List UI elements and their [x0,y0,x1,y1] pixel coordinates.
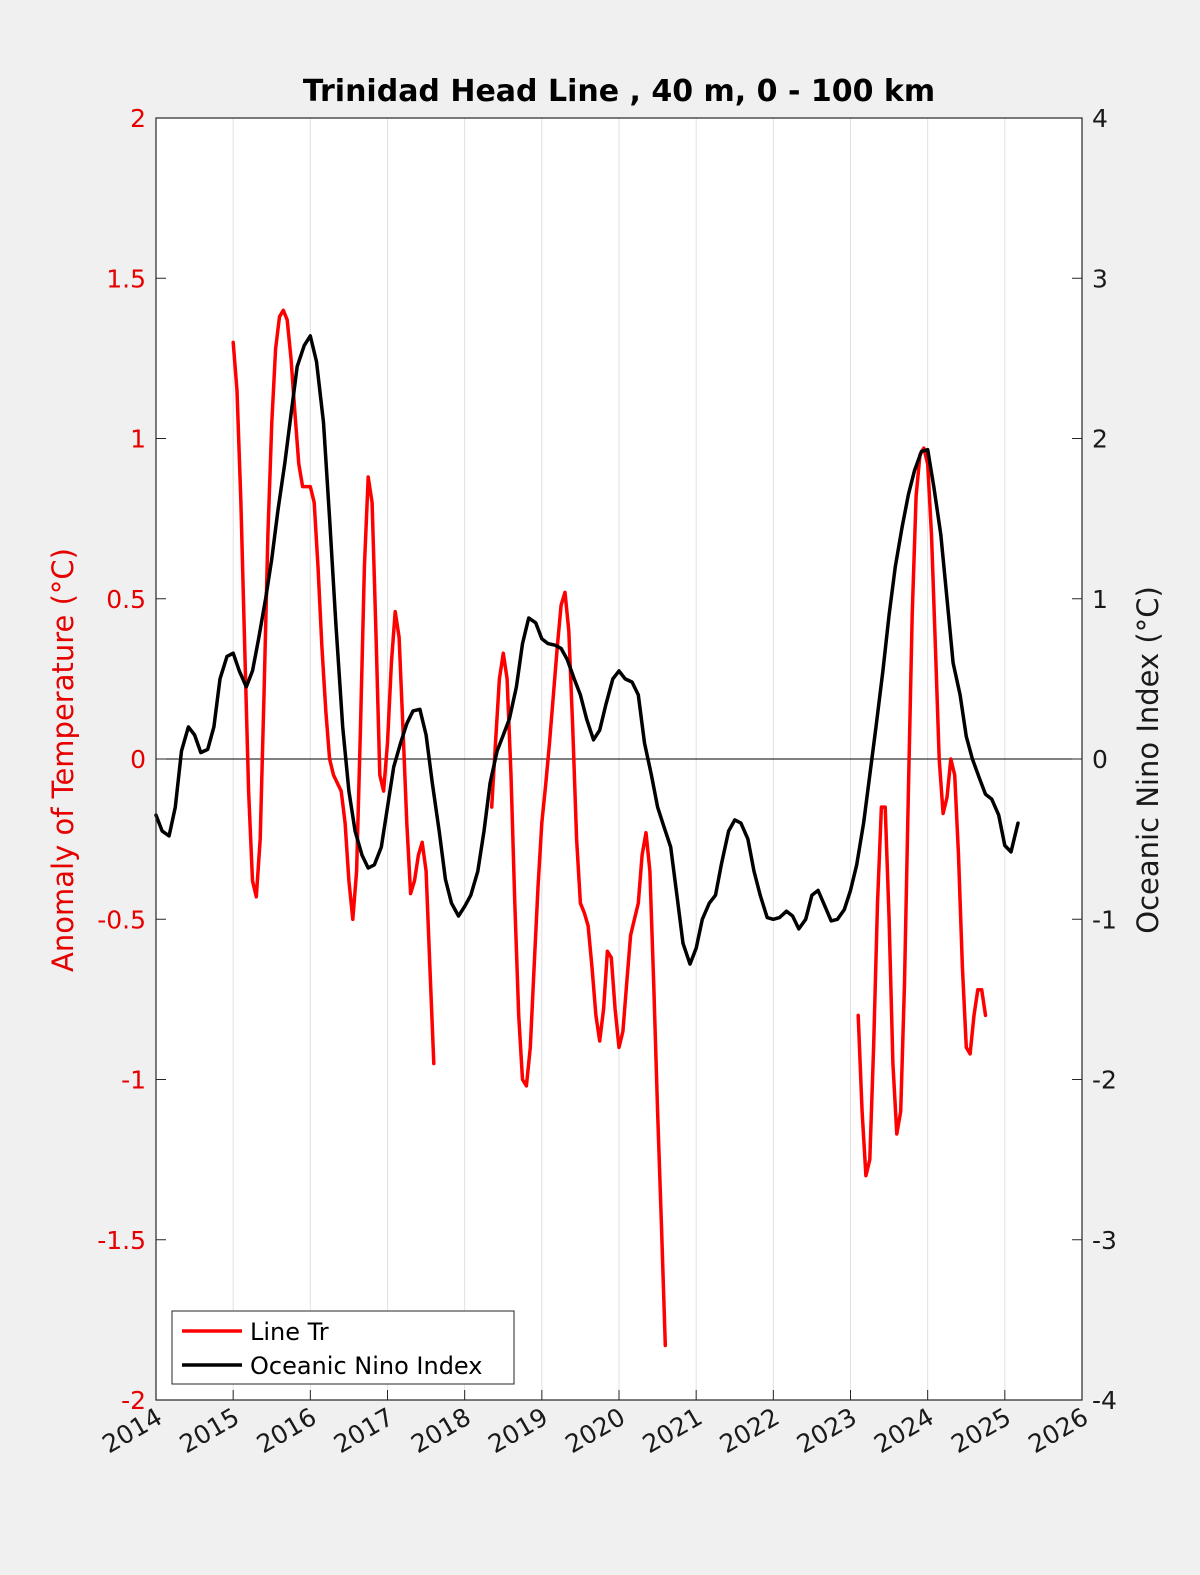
y-tick-label-left: -2 [121,1386,146,1415]
right-axis-ticks: -4 -3 -2 -1 0 1 2 3 4 [1072,104,1117,1415]
series-line-tr [231,308,436,1066]
series-line-tr [489,590,668,1348]
y-tick-label-left: -1.5 [97,1226,146,1255]
y-tick-label-right: 4 [1092,104,1108,133]
y-tick-label-right: -1 [1092,905,1117,934]
y-tick-label-right: 2 [1092,425,1108,454]
y-tick-label-right: 3 [1092,264,1108,293]
y-axis-label-right: Oceanic Nino Index (°C) [1131,586,1165,934]
y-tick-label-right: 1 [1092,585,1108,614]
y-tick-label-right: -4 [1092,1386,1117,1415]
y-tick-label-left: 0 [130,745,146,774]
y-tick-label-left: 1 [130,425,146,454]
legend-label-line-tr: Line Tr [250,1318,329,1346]
y-tick-label-right: 0 [1092,745,1108,774]
y-tick-label-right: -2 [1092,1066,1117,1095]
y-tick-label-left: 1.5 [106,264,146,293]
y-tick-label-left: -1 [121,1066,146,1095]
legend-label-oni: Oceanic Nino Index [250,1352,482,1380]
legend: Line Tr Oceanic Nino Index [171,1310,515,1385]
legend-box [171,1310,515,1385]
y-tick-label-left: 0.5 [106,585,146,614]
chart-title: Trinidad Head Line , 40 m, 0 - 100 km [303,74,935,109]
series-oceanic-nino-index [154,334,1020,966]
left-axis-ticks: -2 -1.5 -1 -0.5 0 0.5 1 1.5 2 [97,104,166,1415]
series-layer [154,308,1020,1348]
y-tick-label-left: 2 [130,104,146,133]
y-tick-label-right: -3 [1092,1226,1117,1255]
y-axis-label-left: Anomaly of Temperature (°C) [46,548,80,972]
y-tick-label-left: -0.5 [97,905,146,934]
